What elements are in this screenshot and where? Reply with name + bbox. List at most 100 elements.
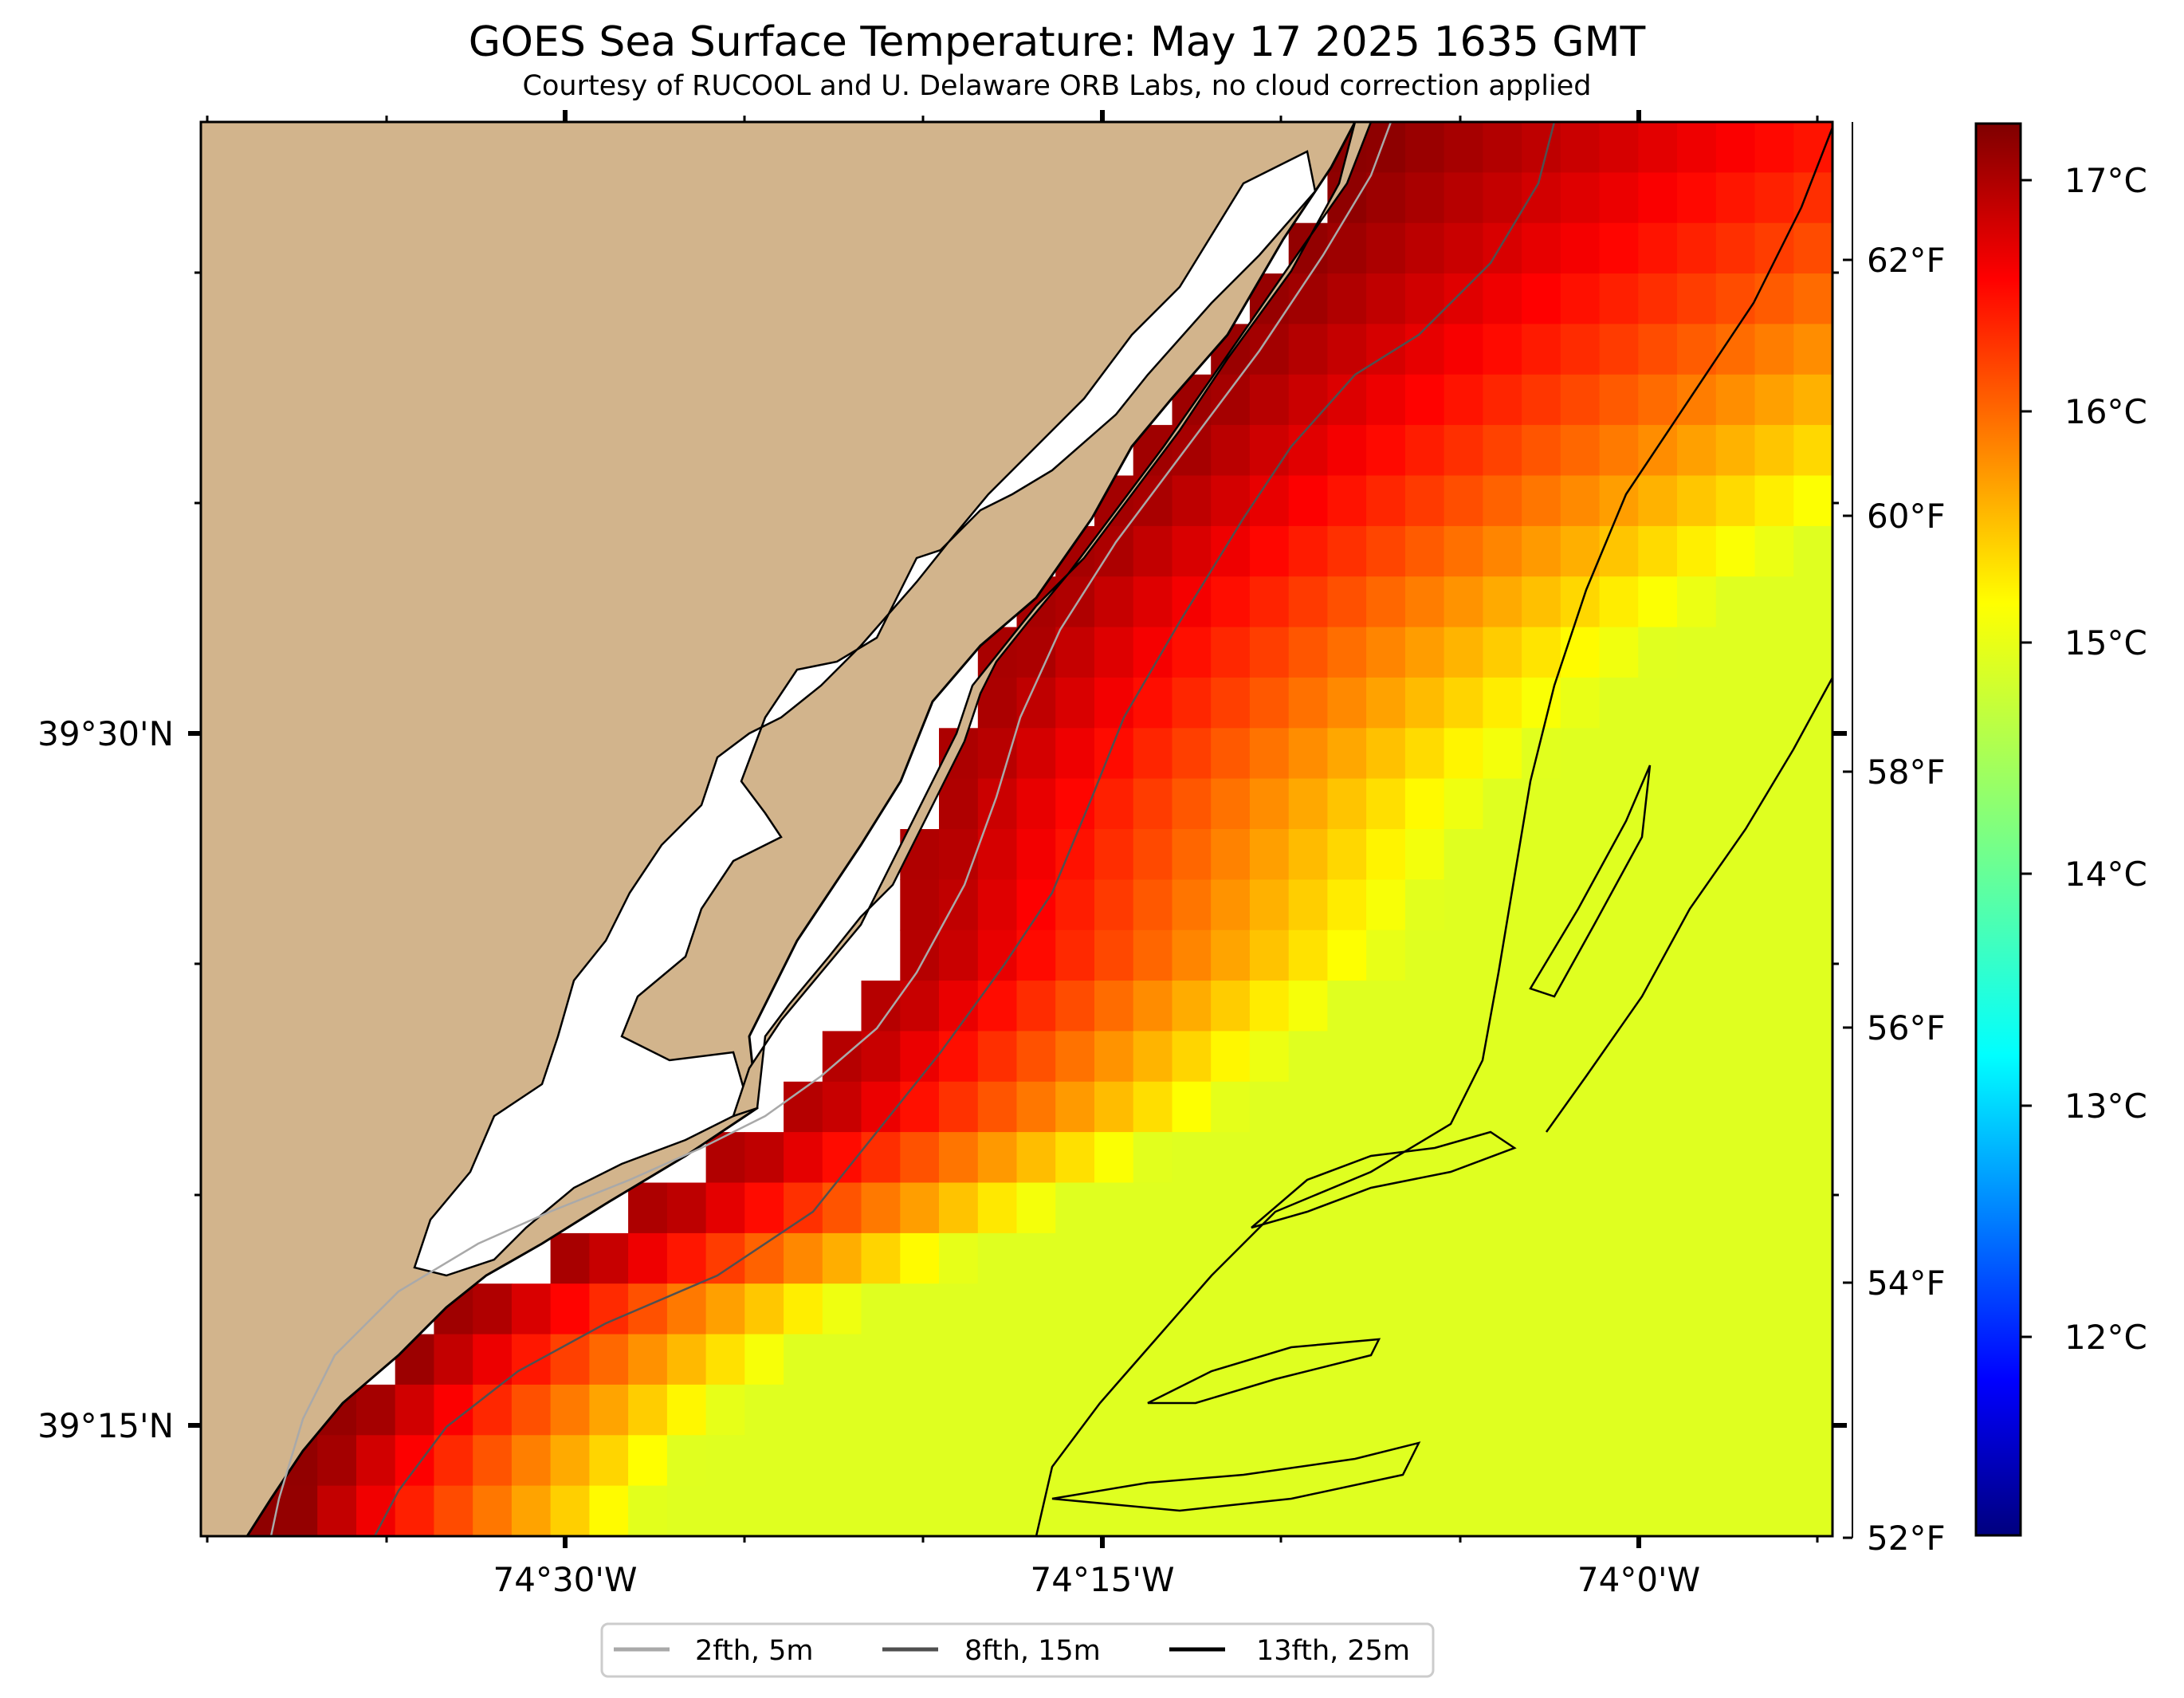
sst-pixel <box>1404 677 1445 729</box>
sst-pixel <box>1522 172 1561 224</box>
c-label: 13°C <box>2064 1087 2147 1126</box>
sst-pixel <box>1211 778 1251 830</box>
sst-pixel <box>1404 475 1445 527</box>
sst-pixel <box>1133 627 1173 678</box>
sst-pixel <box>1133 981 1173 1032</box>
sst-pixel <box>1677 324 1717 375</box>
sst-pixel <box>1793 627 1832 678</box>
sst-pixel <box>1599 981 1639 1032</box>
sst-pixel <box>1211 576 1251 628</box>
sst-pixel <box>1715 1283 1756 1335</box>
sst-pixel <box>1249 1132 1290 1184</box>
sst-pixel <box>1638 1334 1678 1386</box>
sst-pixel <box>1211 1435 1251 1487</box>
sst-pixel <box>744 1132 784 1184</box>
sst-pixel <box>1560 981 1601 1032</box>
sst-pixel <box>1638 1283 1678 1335</box>
sst-pixel <box>1172 1182 1212 1234</box>
sst-pixel <box>1444 778 1483 830</box>
sst-pixel <box>1599 728 1639 780</box>
sst-pixel <box>1483 1435 1522 1487</box>
sst-pixel <box>1793 374 1832 426</box>
sst-pixel <box>1483 829 1522 880</box>
sst-pixel <box>1444 1182 1483 1234</box>
sst-pixel <box>1560 1182 1601 1234</box>
sst-pixel <box>900 879 940 931</box>
sst-pixel <box>1638 475 1678 527</box>
sst-pixel <box>1055 1334 1095 1386</box>
sst-pixel <box>1404 525 1445 577</box>
contour-25m-e <box>1051 1441 1421 1512</box>
sst-pixel <box>1211 525 1251 577</box>
sst-pixel <box>1483 1232 1522 1284</box>
sst-pixel <box>1638 1232 1678 1284</box>
sst-pixel <box>1094 1232 1134 1284</box>
sst-pixel <box>1715 981 1756 1032</box>
sst-pixel <box>1715 677 1756 729</box>
sst-pixel <box>1327 1182 1367 1234</box>
sst-pixel <box>1133 677 1173 729</box>
contour-25m-c <box>1251 1130 1517 1229</box>
sst-pixel <box>550 1435 590 1487</box>
sst-pixel <box>1366 525 1406 577</box>
sst-pixel <box>1677 1485 1717 1536</box>
sst-pixel <box>1444 525 1483 577</box>
sst-pixel <box>473 1384 513 1436</box>
sst-pixel <box>589 1283 629 1335</box>
sst-pixel <box>1483 273 1522 325</box>
sst-pixel <box>1483 425 1522 477</box>
sst-pixel <box>861 1132 901 1184</box>
sst-pixel <box>1444 425 1483 477</box>
sst-pixel <box>1560 1334 1601 1386</box>
sst-pixel <box>1016 1334 1056 1386</box>
sst-pixel <box>1444 728 1483 780</box>
sst-pixel <box>1327 525 1367 577</box>
sst-pixel <box>1599 1435 1639 1487</box>
sst-pixel <box>1638 677 1678 729</box>
contour-25m-b <box>1545 677 1832 1133</box>
sst-pixel <box>1444 1485 1483 1536</box>
sst-pixel <box>939 930 979 981</box>
sst-pixel <box>1133 728 1173 780</box>
sst-pixel <box>1793 1334 1832 1386</box>
sst-pixel <box>1793 829 1832 880</box>
sst-pixel <box>1715 930 1756 981</box>
sst-pixel <box>744 1435 784 1487</box>
sst-pixel <box>473 1435 513 1487</box>
sst-pixel <box>1715 525 1756 577</box>
sst-pixel <box>1483 1182 1522 1234</box>
sst-pixel <box>1094 829 1134 880</box>
sst-pixel <box>1638 1132 1678 1184</box>
sst-pixel <box>822 1182 862 1234</box>
sst-pixel <box>900 1283 940 1335</box>
sst-pixel <box>1793 1435 1832 1487</box>
sst-pixel <box>939 1081 979 1133</box>
sst-pixel <box>784 1435 823 1487</box>
sst-pixel <box>1211 374 1251 426</box>
sst-pixel <box>1249 475 1290 527</box>
sst-pixel <box>784 1232 823 1284</box>
sst-pixel <box>1366 1031 1406 1083</box>
sst-pixel <box>1288 879 1328 931</box>
sst-pixel <box>1483 728 1522 780</box>
sst-pixel <box>1366 1485 1406 1536</box>
sst-pixel <box>1560 677 1601 729</box>
sst-pixel <box>1560 1283 1601 1335</box>
sst-pixel <box>1133 1081 1173 1133</box>
sst-pixel <box>1249 1031 1290 1083</box>
sst-pixel <box>1599 677 1639 729</box>
sst-pixel <box>1638 879 1678 931</box>
sst-pixel <box>1638 1031 1678 1083</box>
sst-pixel <box>1172 1081 1212 1133</box>
sst-pixel <box>1016 930 1056 981</box>
sst-pixel <box>1249 930 1290 981</box>
barrier-island <box>732 122 1373 1118</box>
sst-pixel <box>1327 576 1367 628</box>
sst-pixel <box>939 1182 979 1234</box>
c-label: 17°C <box>2064 161 2147 200</box>
sst-pixel <box>1793 273 1832 325</box>
sst-pixel <box>1404 930 1445 981</box>
sst-pixel <box>1288 778 1328 830</box>
sst-pixel <box>1754 627 1794 678</box>
sst-pixel <box>1211 981 1251 1032</box>
